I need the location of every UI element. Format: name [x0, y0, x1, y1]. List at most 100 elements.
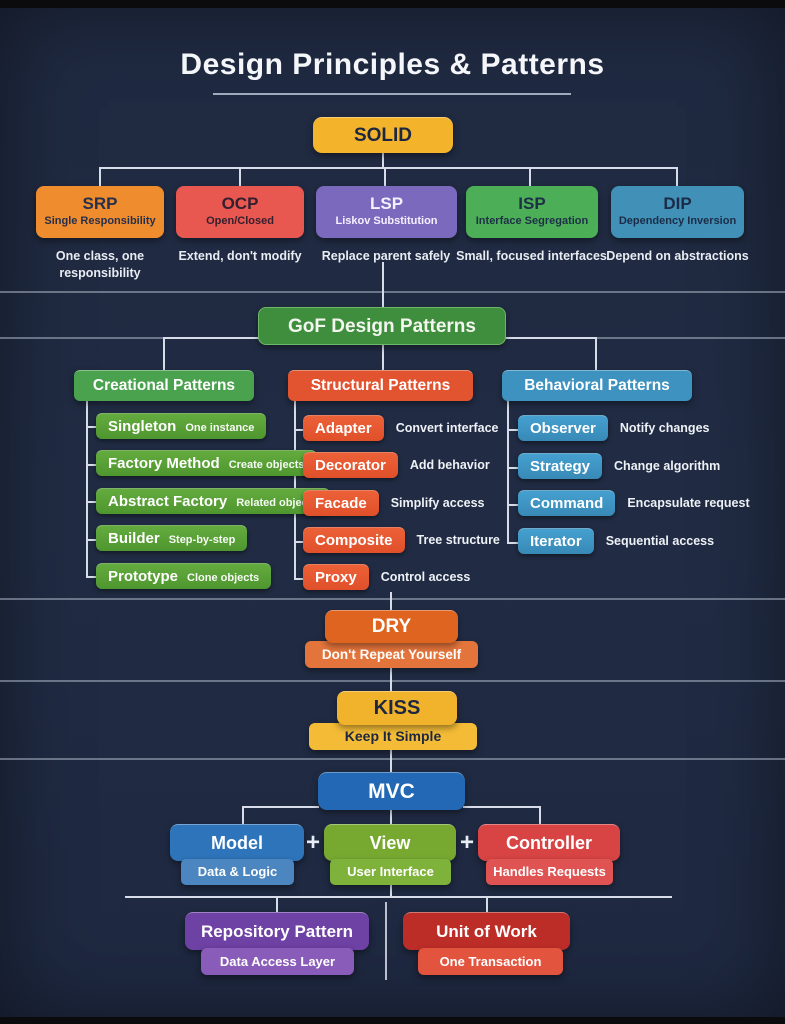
behavioral-header: Behavioral Patterns — [502, 370, 692, 401]
connector-line — [390, 592, 392, 612]
mvc-model-node: Model — [170, 824, 304, 861]
connector-line — [86, 426, 98, 428]
principle-abbr: OCP — [221, 194, 259, 213]
mvc-controller-node: Controller — [478, 824, 620, 861]
separator-line — [0, 758, 785, 760]
pattern-name: Prototype — [108, 568, 179, 585]
principle-desc: Depend on abstractions — [606, 249, 749, 263]
connector-line — [507, 542, 518, 544]
connector-line — [382, 262, 384, 307]
creational-header: Creational Patterns — [74, 370, 254, 401]
connector-line — [463, 806, 541, 808]
pattern-row-observer: Observer Notify changes — [518, 415, 709, 441]
separator-line — [0, 598, 785, 600]
principle-name: Liskov Substitution — [335, 215, 438, 228]
principle-abbr: SRP — [82, 194, 118, 213]
pattern-desc: Simplify access — [390, 496, 485, 510]
principle-desc: Replace parent safely — [321, 249, 451, 263]
plus-sign: + — [459, 829, 474, 856]
principle-name: Interface Segregation — [475, 215, 589, 228]
pattern-desc: Control access — [380, 570, 471, 584]
repository-subtitle: Data Access Layer — [201, 948, 354, 975]
model-subtitle: Data & Logic — [181, 859, 294, 885]
pattern-box: Decorator — [303, 452, 398, 478]
connector-line — [163, 337, 165, 370]
separator-line — [0, 291, 785, 293]
principle-name: Open/Closed — [206, 215, 274, 228]
connector-line — [507, 467, 518, 469]
principle-isp: ISP Interface Segregation — [466, 186, 598, 238]
connector-line — [507, 504, 518, 506]
pattern-row-strategy: Strategy Change algorithm — [518, 453, 720, 479]
mvc-view-node: View — [324, 824, 456, 861]
kiss-node: KISS — [337, 691, 457, 725]
connector-line — [390, 668, 392, 692]
connector-line — [390, 809, 392, 824]
connector-line — [390, 750, 392, 772]
principle-desc: Extend, don't modify — [178, 249, 302, 263]
principle-abbr: DIP — [663, 194, 692, 213]
pattern-row-composite: Composite Tree structure — [303, 527, 500, 553]
connector-line — [390, 885, 392, 897]
connector-line — [294, 541, 304, 543]
principle-desc: Small, focused interfaces — [456, 249, 607, 263]
pattern-row-facade: Facade Simplify access — [303, 490, 485, 516]
connector-line — [99, 167, 101, 186]
principle-ocp: OCP Open/Closed — [176, 186, 304, 238]
plus-sign: + — [305, 829, 320, 856]
principle-dip: DIP Dependency Inversion — [611, 186, 744, 238]
pattern-desc: Tree structure — [416, 533, 500, 547]
connector-line — [384, 167, 386, 186]
connector-line — [86, 501, 98, 503]
pattern-desc: Notify changes — [619, 421, 710, 435]
view-subtitle: User Interface — [330, 859, 451, 885]
pattern-box: Builder Step-by-step — [96, 525, 248, 551]
connector-line — [242, 806, 319, 808]
pattern-box: Composite — [303, 527, 405, 553]
connector-line — [539, 806, 541, 824]
pattern-desc: Change algorithm — [614, 459, 721, 473]
pattern-box: Proxy — [303, 564, 369, 590]
mvc-node: MVC — [318, 772, 465, 810]
title-underline — [213, 93, 571, 95]
connector-line — [382, 344, 384, 370]
connector-line — [294, 578, 304, 580]
connector-line — [595, 337, 597, 370]
controller-subtitle: Handles Requests — [486, 859, 613, 885]
principle-abbr: LSP — [369, 194, 404, 213]
pattern-box: Prototype Clone objects — [96, 563, 272, 589]
unit-of-work-subtitle: One Transaction — [418, 948, 563, 975]
connector-line — [507, 429, 518, 431]
pattern-box: Iterator — [518, 528, 594, 554]
pattern-row-prototype: Prototype Clone objects — [96, 563, 272, 589]
pattern-row-singleton: Singleton One instance — [96, 413, 267, 439]
principle-name: Single Responsibility — [44, 215, 156, 228]
gof-node: GoF Design Patterns — [258, 307, 506, 345]
pattern-box: Command — [518, 490, 616, 516]
pattern-row-factory-method: Factory Method Create objects — [96, 450, 317, 476]
divider-line — [385, 902, 387, 980]
pattern-row-abstract-factory: Abstract Factory Related objects — [96, 488, 330, 514]
separator-line — [0, 680, 785, 682]
connector-line — [99, 167, 678, 169]
pattern-name: Factory Method — [108, 455, 220, 472]
pattern-row-command: Command Encapsulate request — [518, 490, 750, 516]
pattern-desc: Encapsulate request — [627, 496, 750, 510]
pattern-box: Abstract Factory Related objects — [96, 488, 330, 514]
pattern-row-builder: Builder Step-by-step — [96, 525, 248, 551]
pattern-box: Singleton One instance — [96, 413, 267, 439]
principle-lsp: LSP Liskov Substitution — [316, 186, 457, 238]
pattern-desc: Sequential access — [605, 534, 715, 548]
pattern-desc: Step-by-step — [168, 534, 236, 546]
repository-pattern-node: Repository Pattern — [185, 912, 369, 950]
connector-line — [242, 806, 244, 824]
solid-node: SOLID — [313, 117, 453, 153]
kiss-subtitle: Keep It Simple — [309, 723, 477, 750]
connector-line — [276, 896, 278, 912]
connector-line — [86, 401, 88, 577]
structural-header: Structural Patterns — [288, 370, 473, 401]
connector-line — [529, 167, 531, 186]
connector-line — [125, 896, 672, 898]
pattern-desc: Add behavior — [409, 458, 490, 472]
